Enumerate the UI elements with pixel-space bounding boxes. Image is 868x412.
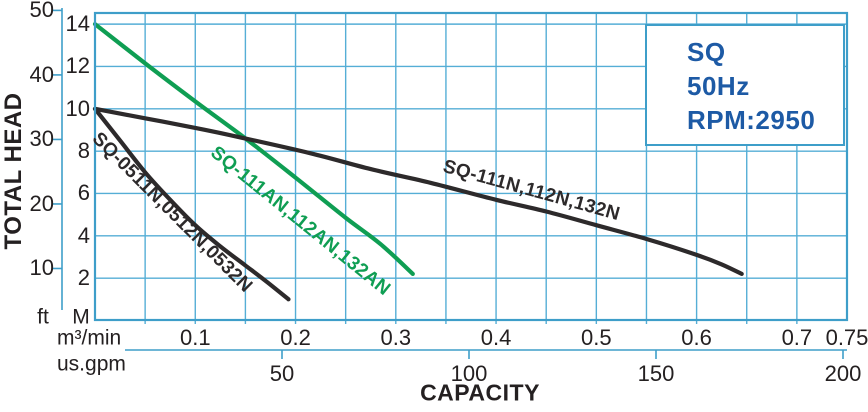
m3min-tick-label: 0.5	[581, 325, 612, 350]
m-tick-label: 4	[77, 222, 90, 248]
m-tick-label: 12	[65, 53, 90, 79]
y-axis-title: TOTAL HEAD	[0, 92, 27, 250]
ft-tick-label: 10	[29, 255, 54, 281]
info-frequency: 50Hz	[687, 71, 750, 101]
m-tick-label: 6	[77, 180, 90, 206]
usgpm-tick-label: 150	[637, 361, 675, 386]
plot-border	[93, 11, 849, 322]
curve-series-0	[92, 106, 291, 302]
m3min-tick-label: 0.1	[179, 325, 211, 350]
ft-tick-label: 30	[29, 126, 54, 152]
info-model-name: SQ	[687, 37, 726, 67]
usgpm-tick-label: 50	[269, 361, 295, 386]
info-rpm: RPM:2950	[687, 105, 816, 135]
model-info-box: SQ 50Hz RPM:2950	[645, 24, 845, 146]
x-axis-unit-usgpm: us.gpm	[57, 352, 126, 376]
m3min-tick-label: 0.3	[380, 325, 412, 350]
m-tick-label: 2	[77, 265, 90, 291]
m3min-tick-label: 0.2	[280, 325, 311, 350]
m3min-tick-label: 0.7	[781, 325, 813, 350]
usgpm-tick-label: 200	[824, 361, 862, 386]
m3min-tick-label: 0.75	[825, 325, 868, 350]
y-axis-unit-m: M	[72, 305, 90, 329]
x-axis-title: CAPACITY	[420, 379, 540, 406]
m3min-tick-label: 0.6	[681, 325, 712, 350]
ft-tick-label: 40	[29, 61, 54, 87]
ft-tick-label: 50	[29, 0, 54, 23]
m-tick-label: 8	[77, 138, 90, 164]
y-axis-unit-ft: ft	[37, 305, 49, 329]
curve-series-2	[92, 106, 744, 276]
m3min-tick-label: 0.4	[480, 325, 512, 350]
ft-tick-label: 20	[29, 190, 54, 216]
usgpm-tick-label: 100	[450, 361, 488, 386]
m-tick-label: 14	[65, 11, 90, 37]
m-tick-label: 10	[65, 95, 90, 121]
curve-series-1	[92, 22, 415, 276]
x-axis-unit-m3min: m³/min	[57, 326, 122, 350]
